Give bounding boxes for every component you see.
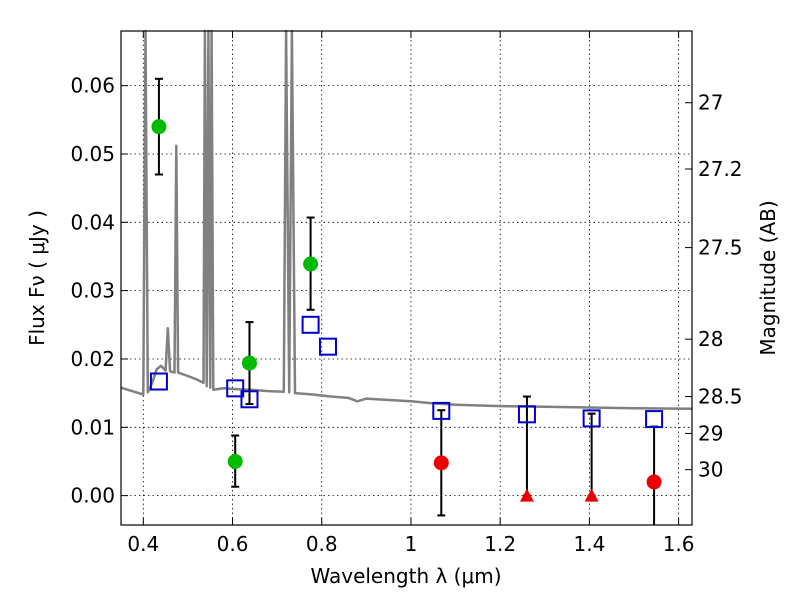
- x-tick-label: 0.4: [127, 532, 159, 556]
- y-tick-label: 0.05: [70, 142, 115, 166]
- right-tick-label: 27.2: [698, 157, 743, 181]
- model-photometry-square: [645, 410, 664, 429]
- model-photometry-square: [517, 405, 536, 424]
- x-tick-label: 1.6: [663, 532, 695, 556]
- y-tick-label: 0.02: [70, 347, 115, 371]
- model-photometry-square: [149, 372, 168, 391]
- axis-ticks: 0.4 0.6 0.8 1 1.2 1.4 1.6 0.00 0.01 0.02 0.03 0.04 0…: [70, 31, 743, 556]
- model-photometry-square: [582, 409, 601, 428]
- x-axis-label: Wavelength λ (μm): [310, 564, 501, 588]
- right-tick-label: 27: [698, 91, 723, 115]
- model-photometry-square: [432, 401, 451, 420]
- y-tick-label: 0.06: [70, 74, 115, 98]
- model-spectrum: [120, 29, 693, 411]
- y-axis-label: Flux Fν ( μJy ): [25, 210, 49, 346]
- right-tick-label: 30: [698, 458, 723, 482]
- model-photometry-square: [226, 379, 245, 398]
- y-tick-label: 0.03: [70, 279, 115, 303]
- data-markers: [149, 119, 664, 502]
- spectrum-line: [120, 29, 693, 411]
- data-point-circle: [241, 355, 257, 371]
- model-photometry-square: [318, 337, 337, 356]
- data-point-circle: [151, 119, 167, 135]
- x-tick-label: 1.4: [573, 532, 605, 556]
- data-point-triangle: [584, 488, 599, 502]
- x-tick-label: 1: [405, 532, 418, 556]
- right-tick-label: 28.5: [698, 385, 743, 409]
- data-point-circle: [227, 453, 243, 469]
- y-tick-label: 0.04: [70, 210, 115, 234]
- y-tick-label: 0.00: [70, 484, 115, 508]
- right-tick-label: 27.5: [698, 236, 743, 260]
- plot-frame: [120, 30, 693, 526]
- model-photometry-square: [301, 315, 320, 334]
- right-tick-label: 28: [698, 327, 723, 351]
- grid: [121, 31, 692, 525]
- x-tick-label: 0.8: [306, 532, 338, 556]
- model-photometry-square: [240, 390, 259, 409]
- data-point-triangle: [519, 488, 534, 502]
- y-tick-label: 0.01: [70, 415, 115, 439]
- data-point-circle: [433, 455, 449, 471]
- x-tick-label: 0.6: [217, 532, 249, 556]
- data-point-circle: [303, 256, 319, 272]
- right-axis-label: Magnitude (AB): [756, 200, 780, 355]
- x-tick-label: 1.2: [484, 532, 516, 556]
- right-tick-label: 29: [698, 421, 723, 445]
- data-point-circle: [646, 474, 662, 490]
